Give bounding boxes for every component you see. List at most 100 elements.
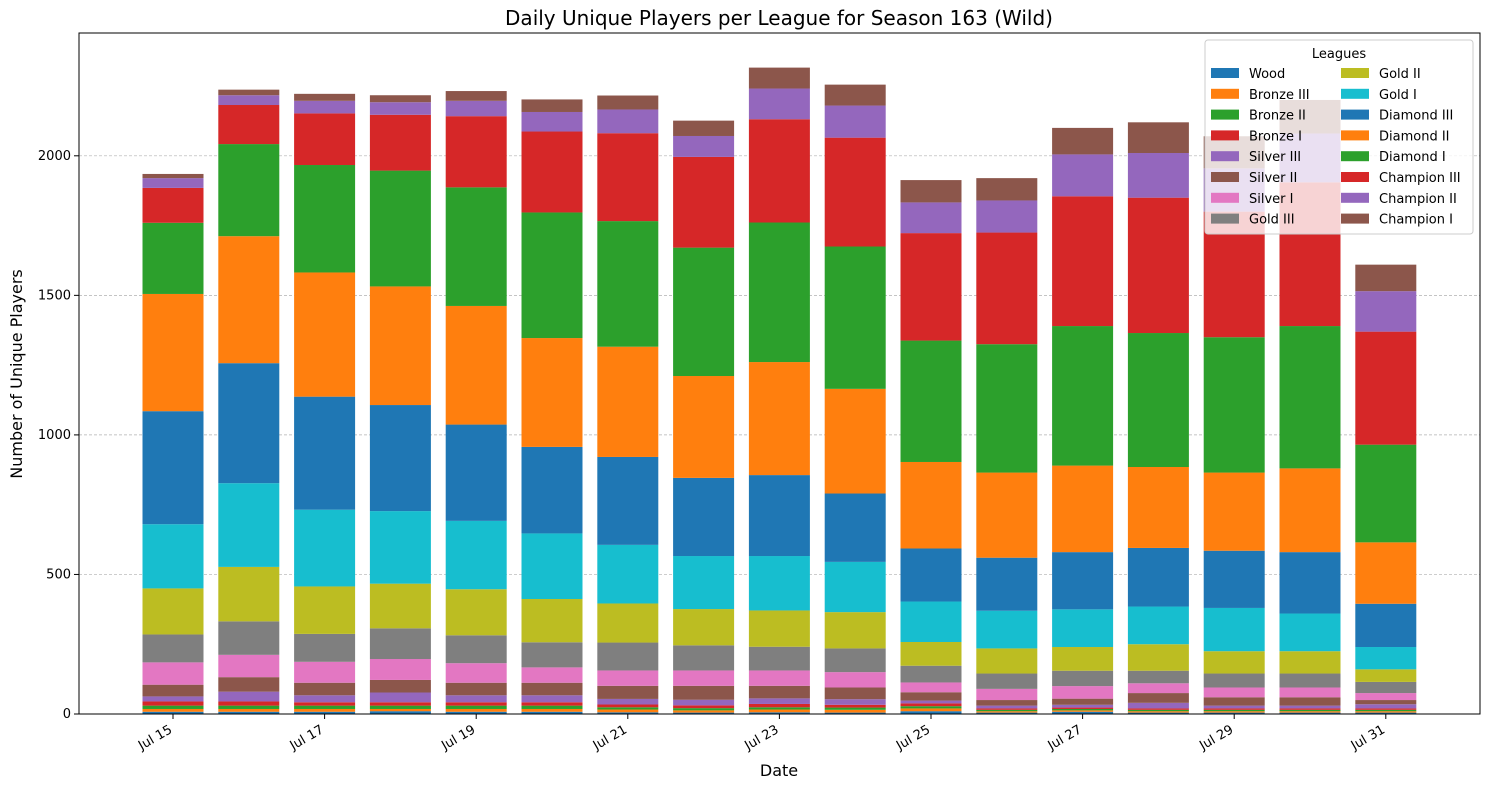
bar-segment [445, 187, 507, 306]
bar-segment [218, 89, 280, 96]
bar-segment [1279, 651, 1341, 674]
legend-label: Champion I [1379, 213, 1453, 228]
bar-segment [1279, 468, 1341, 553]
legend-title: Leagues [1312, 47, 1366, 62]
bar-segment [748, 646, 810, 671]
bar-segment [824, 246, 886, 389]
bar-segment [369, 711, 431, 714]
bar-segment [748, 475, 810, 557]
bar-segment [1203, 705, 1265, 709]
bar-segment [900, 548, 962, 602]
bar-stack [900, 180, 962, 714]
bar-stack [142, 173, 204, 714]
bar-stack [748, 67, 810, 714]
bar-segment [142, 178, 204, 188]
bar-segment [369, 114, 431, 171]
bar-segment [824, 707, 886, 710]
bar-segment [673, 710, 735, 713]
bar-segment [1127, 333, 1189, 467]
bar-segment [673, 376, 735, 478]
bar-segment [824, 699, 886, 705]
legend-swatch [1211, 68, 1239, 78]
legend-label: Silver III [1249, 150, 1301, 165]
legend-label: Diamond III [1379, 109, 1453, 124]
bar-segment [294, 661, 356, 683]
bar-segment [1279, 687, 1341, 698]
bar-segment [900, 711, 962, 714]
bar-stack [218, 89, 280, 714]
bar-segment [1203, 697, 1265, 706]
bar-segment [1052, 196, 1114, 327]
bar-segment [1127, 466, 1189, 548]
bar-segment [1279, 708, 1341, 710]
bar-segment [142, 708, 204, 712]
bar-segment [673, 708, 735, 711]
bar-segment [673, 477, 735, 557]
legend-label: Champion II [1379, 192, 1457, 207]
bar-segment [900, 700, 962, 704]
bar-segment [748, 709, 810, 713]
legend-box [1204, 39, 1474, 235]
legend-label: Gold I [1379, 88, 1417, 103]
bar-segment [142, 705, 204, 709]
bar-segment [369, 628, 431, 660]
chart-title: Daily Unique Players per League for Seas… [505, 6, 1053, 30]
bar-segment [1203, 550, 1265, 608]
bar-segment [900, 641, 962, 666]
bar-segment [900, 703, 962, 707]
bar-segment [218, 105, 280, 145]
bar-segment [824, 84, 886, 106]
bar-segment [521, 702, 583, 706]
bar-stack [445, 91, 507, 714]
bar-segment [1052, 708, 1114, 711]
bar-segment [521, 682, 583, 696]
bar-segment [369, 405, 431, 512]
bar-segment [142, 173, 204, 179]
legend-label: Gold III [1249, 213, 1295, 228]
bar-segment [142, 701, 204, 706]
bar-segment [1355, 331, 1417, 445]
bar-segment [369, 170, 431, 287]
bar-segment [142, 524, 204, 589]
bar-segment [748, 670, 810, 686]
bar-segment [1355, 542, 1417, 604]
bar-segment [1127, 670, 1189, 684]
bar-segment [824, 137, 886, 247]
bar-segment [294, 586, 356, 634]
bar-segment [1052, 609, 1114, 648]
y-tick-label: 1500 [38, 288, 71, 303]
x-axis-label: Date [760, 761, 798, 780]
legend-swatch [1211, 192, 1239, 203]
bar-segment [824, 672, 886, 688]
bar-segment [597, 603, 659, 643]
bar-segment [1355, 709, 1417, 712]
bar-segment [597, 709, 659, 713]
bar-segment [1355, 264, 1417, 292]
bar-segment [445, 91, 507, 101]
legend-label: Silver II [1249, 171, 1297, 186]
bar-segment [218, 711, 280, 714]
bar-segment [976, 673, 1038, 689]
bar-segment [521, 711, 583, 714]
bar-segment [1127, 709, 1189, 712]
bar-segment [369, 659, 431, 680]
bar-segment [824, 493, 886, 562]
bar-segment [445, 305, 507, 425]
bar-segment [445, 635, 507, 664]
bar-segment [218, 566, 280, 622]
bar-segment [142, 684, 204, 697]
bar-segment [294, 100, 356, 114]
bar-segment [369, 102, 431, 115]
bar-segment [369, 705, 431, 709]
bar-segment [976, 344, 1038, 473]
bar-segment [445, 663, 507, 683]
bar-segment [976, 472, 1038, 558]
bar-segment [976, 705, 1038, 709]
bar-segment [218, 708, 280, 712]
bar-segment [1279, 697, 1341, 706]
bar-segment [218, 236, 280, 364]
bar-segment [824, 388, 886, 494]
bar-segment [900, 601, 962, 642]
bar-segment [597, 95, 659, 110]
